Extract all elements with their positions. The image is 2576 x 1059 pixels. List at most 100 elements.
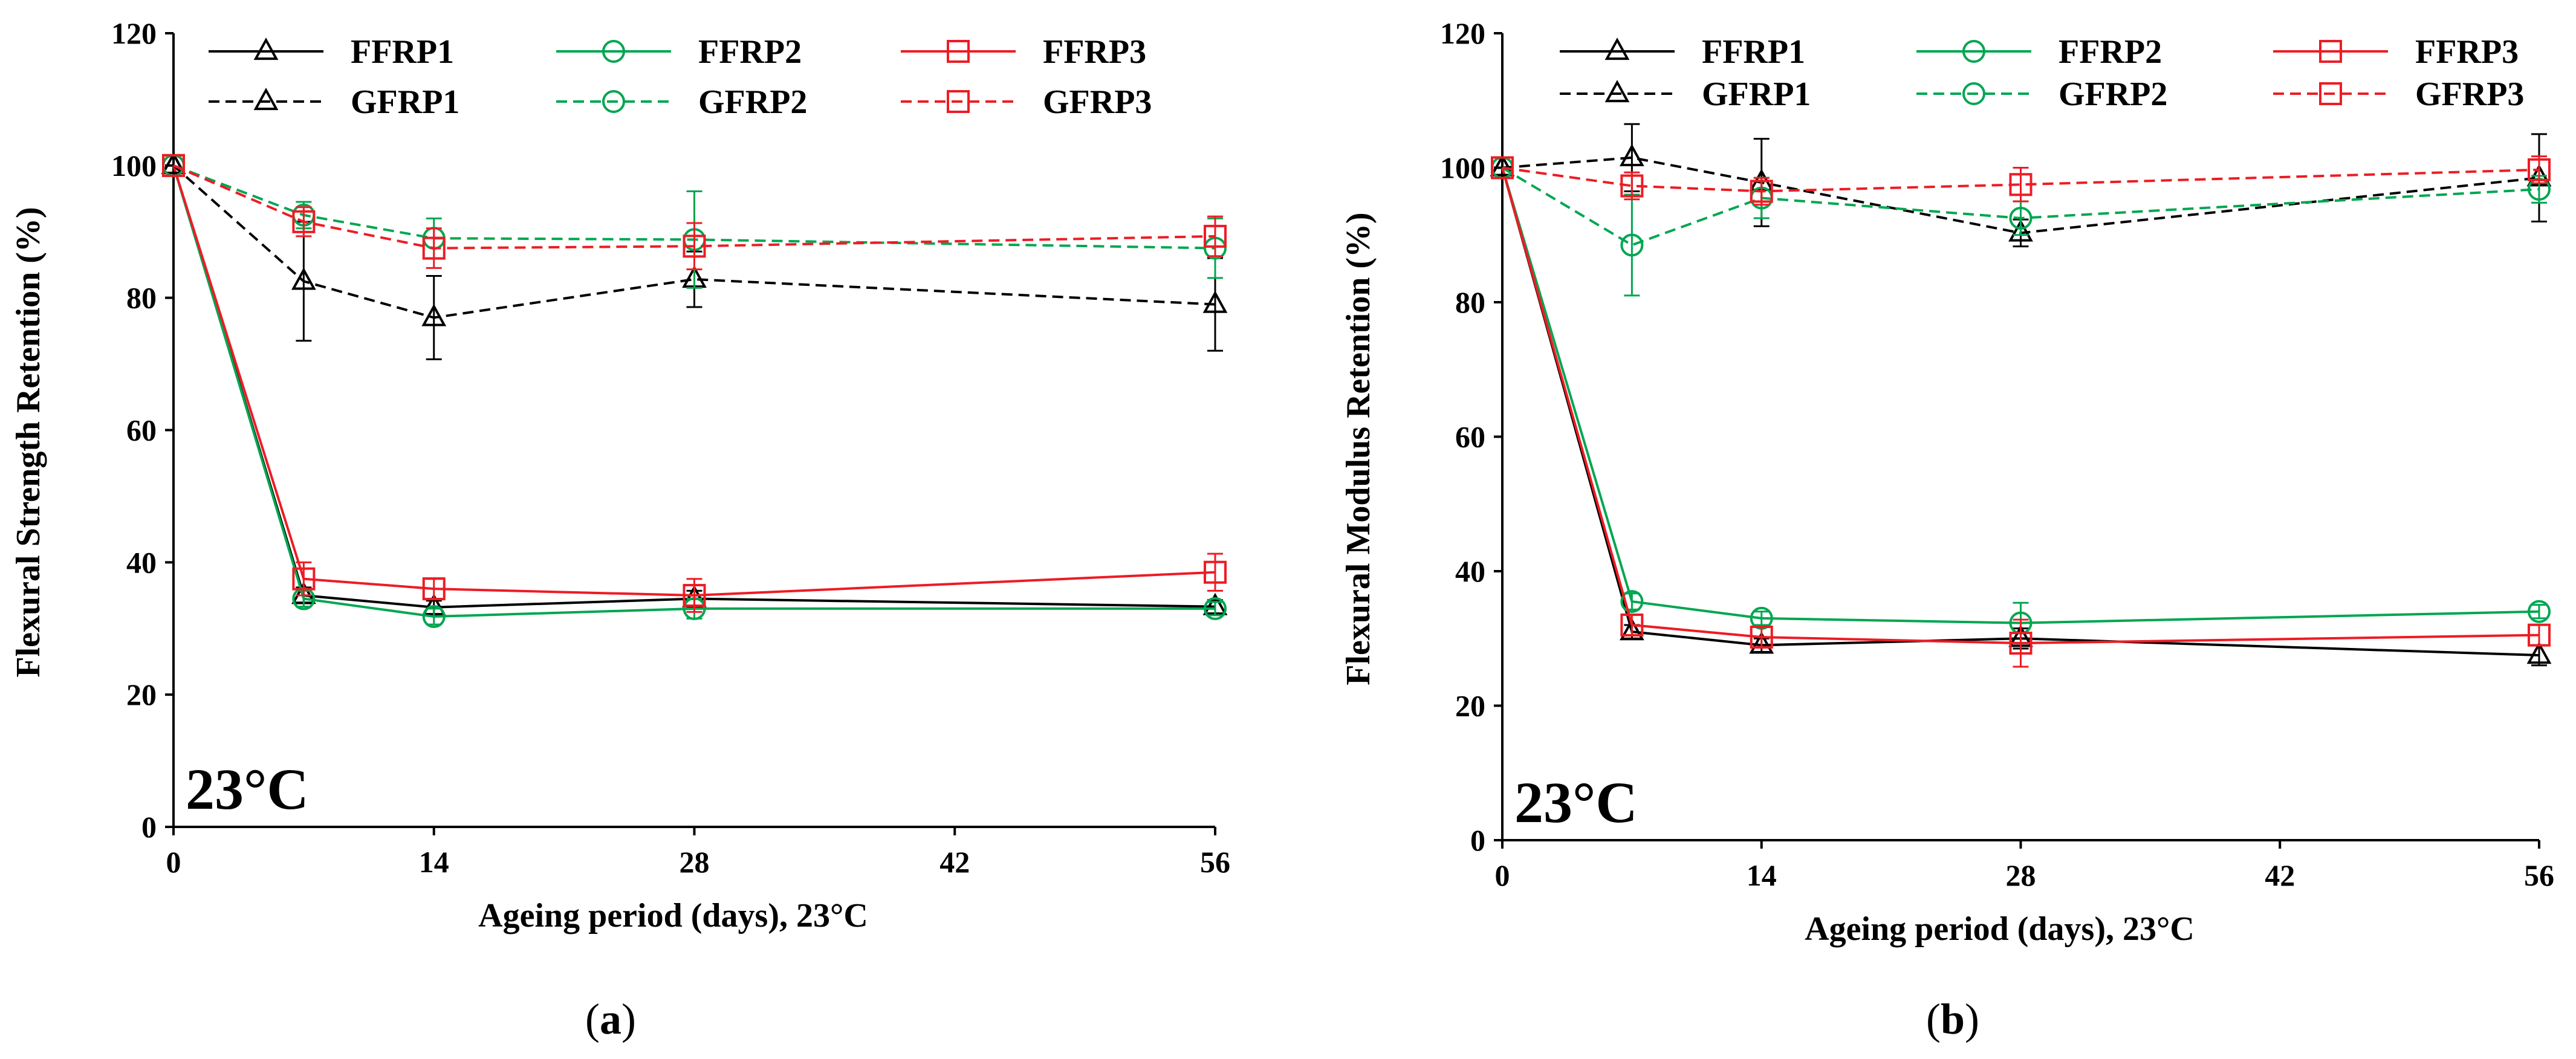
- data-point: [683, 235, 706, 258]
- legend-label: FFRP3: [1043, 33, 1146, 71]
- legend-label: FFRP3: [2415, 33, 2519, 71]
- legend-label: FFRP1: [351, 33, 454, 71]
- panel-label-letter: a: [600, 995, 621, 1043]
- legend-label: GFRP2: [698, 83, 807, 121]
- legend-marker: [947, 90, 970, 113]
- legend-label: GFRP1: [351, 83, 459, 121]
- panel-label-letter: b: [1941, 995, 1965, 1043]
- legend-label: GFRP2: [2059, 76, 2167, 113]
- panel-label: (b): [1926, 995, 1979, 1043]
- y-tick-label: 80: [1455, 285, 1485, 319]
- series-line: [1502, 166, 2540, 193]
- legend-marker: [947, 40, 970, 63]
- data-point: [2528, 158, 2551, 181]
- legend-item-ffrp1: FFRP1: [209, 33, 454, 71]
- x-tick-label: 56: [2524, 858, 2554, 892]
- series-ffrp2: [162, 154, 1227, 629]
- legend-item-ffrp3: FFRP3: [901, 33, 1146, 71]
- x-axis-title: Ageing period (days), 23°C: [478, 897, 868, 934]
- data-point: [292, 567, 316, 591]
- legend-item-gfrp1: GFRP1: [209, 83, 459, 121]
- data-point: [1750, 626, 1773, 649]
- y-tick-label: 20: [1455, 689, 1485, 723]
- series-line: [1501, 167, 2540, 624]
- series-gfrp3: [1491, 155, 2551, 206]
- data-point: [1204, 560, 1227, 584]
- chart-panel-a: 0 20 40 60 80 100 120 0 14 28 42 56 Ageing period (d…: [10, 16, 1230, 1043]
- legend-marker: [602, 40, 625, 63]
- legend-marker: [2319, 40, 2342, 63]
- y-tick-label: 100: [111, 149, 157, 183]
- x-tick-label: 0: [1495, 858, 1510, 892]
- legend-marker: [1604, 80, 1630, 103]
- temperature-annotation: 23°C: [1514, 770, 1638, 835]
- y-tick-label: 60: [126, 413, 157, 447]
- data-point: [2009, 206, 2033, 230]
- x-tick-label: 42: [939, 845, 970, 879]
- data-point: [2008, 219, 2033, 242]
- series-line: [172, 165, 1215, 618]
- data-point: [2526, 641, 2552, 664]
- legend-label: GFRP3: [1043, 83, 1152, 121]
- y-tick-label: 20: [126, 678, 157, 711]
- data-point: [422, 236, 446, 260]
- legend-marker: [253, 37, 279, 60]
- y-tick-label: 120: [111, 16, 157, 50]
- temperature-annotation: 23°C: [186, 757, 309, 821]
- legend-marker: [1962, 82, 1985, 105]
- series-line: [173, 164, 1216, 250]
- data-point: [421, 303, 447, 326]
- series-line: [172, 164, 1216, 319]
- y-tick-label: 120: [1440, 16, 1485, 50]
- data-point: [2009, 632, 2033, 655]
- data-point: [2528, 623, 2551, 647]
- y-tick-label: 0: [1470, 823, 1485, 857]
- panel-label-close: ): [1965, 995, 1979, 1043]
- legend-marker: [1962, 40, 1985, 63]
- data-point: [291, 267, 316, 290]
- legend-marker: [602, 90, 625, 113]
- data-point: [1620, 590, 1644, 614]
- data-point: [1620, 174, 1644, 198]
- data-point: [162, 154, 185, 177]
- y-tick-label: 0: [141, 810, 157, 844]
- y-tick-label: 60: [1455, 420, 1485, 454]
- data-point: [2528, 600, 2551, 623]
- legend-label: FFRP1: [1702, 33, 1805, 71]
- x-tick-label: 42: [2265, 858, 2295, 892]
- legend-item-gfrp3: GFRP3: [901, 83, 1152, 121]
- data-point: [1204, 224, 1227, 248]
- data-point: [1619, 618, 1644, 641]
- y-tick-label: 100: [1440, 151, 1485, 185]
- legend-item-gfrp1: GFRP1: [1560, 76, 1811, 113]
- y-tick-label: 40: [126, 545, 157, 579]
- x-tick-label: 14: [1747, 858, 1777, 892]
- panel-label-close: ): [621, 995, 636, 1043]
- data-point: [161, 151, 186, 174]
- x-tick-label: 0: [166, 845, 181, 879]
- legend-item-gfrp2: GFRP2: [1916, 76, 2167, 113]
- panel-label: (a): [585, 995, 636, 1043]
- data-point: [683, 584, 706, 607]
- data-point: [1204, 597, 1227, 620]
- data-point: [292, 210, 316, 233]
- data-point: [1202, 290, 1228, 313]
- y-axis-title: Flexural Modulus Retention (%): [1340, 212, 1377, 685]
- x-axis-title: Ageing period (days), 23°C: [1805, 910, 2195, 948]
- legend-item-ffrp3: FFRP3: [2273, 33, 2519, 71]
- legend-label: FFRP2: [2059, 33, 2162, 71]
- y-axis-title: Flexural Strength Retention (%): [10, 207, 47, 677]
- series-ffrp3: [1491, 156, 2551, 668]
- series-gfrp3: [162, 154, 1227, 271]
- legend-item-ffrp2: FFRP2: [1916, 33, 2162, 71]
- series-line: [1501, 167, 2540, 645]
- series-ffrp2: [1491, 156, 2551, 644]
- data-point: [1490, 154, 1515, 176]
- chart-panel-b: 0 20 40 60 80 100 120 0 14 28 42 56 Ageing period (d…: [1340, 16, 2554, 1043]
- panel-label-open: (: [1926, 995, 1941, 1043]
- data-point: [1750, 180, 1773, 203]
- series-line: [172, 165, 1216, 597]
- legend-item-gfrp2: GFRP2: [556, 83, 807, 121]
- legend-label: GFRP1: [1702, 76, 1811, 113]
- legend-item-ffrp1: FFRP1: [1560, 33, 1805, 71]
